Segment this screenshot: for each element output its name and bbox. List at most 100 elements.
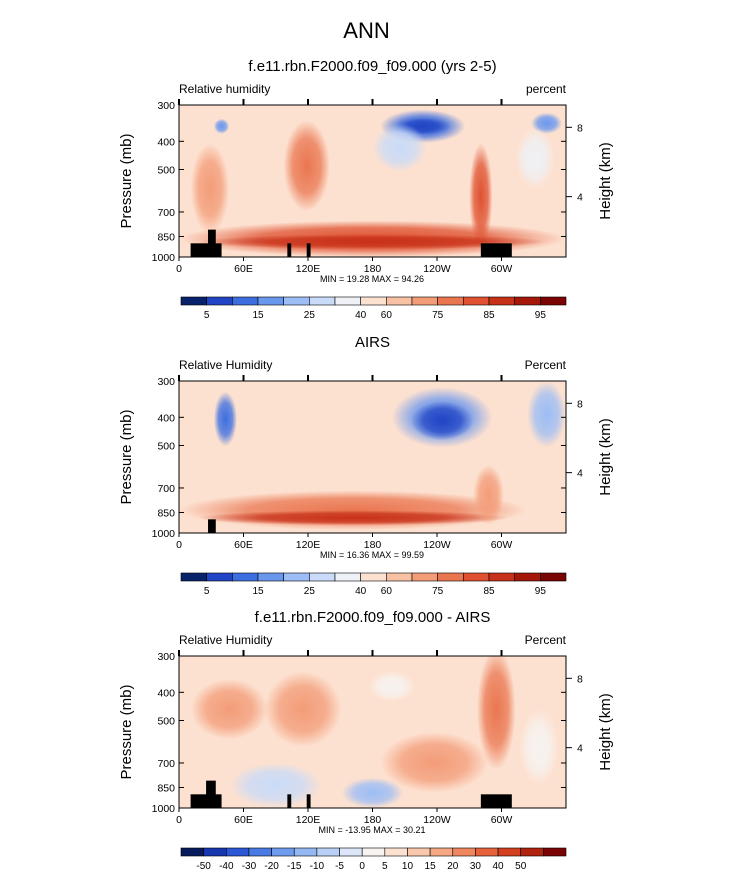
- colorbar-label: 75: [432, 310, 444, 321]
- heatmap-feature: [229, 762, 323, 808]
- y2-axis-label: Height (km): [597, 418, 614, 496]
- colorbar-segment: [293, 847, 318, 857]
- x-tick-label: 120E: [296, 539, 321, 551]
- colorbar-segment: [309, 296, 336, 306]
- heatmap-feature: [198, 510, 508, 526]
- colorbar-segment: [429, 847, 454, 857]
- colorbar-segment: [334, 296, 361, 306]
- heatmap-feature: [341, 777, 404, 808]
- topography-mask: [480, 243, 512, 257]
- units-label: Percent: [525, 358, 567, 372]
- heatmap-feature: [190, 678, 269, 740]
- colorbar-label: 95: [535, 586, 547, 597]
- colorbar-segment: [407, 847, 431, 857]
- heatmap-feature: [515, 127, 555, 189]
- y2-tick-label: 4: [577, 468, 583, 480]
- topography-mask: [306, 243, 311, 257]
- y-tick-label: 850: [157, 231, 175, 243]
- colorbar-segment: [180, 296, 207, 306]
- colorbar-label: -15: [287, 861, 302, 872]
- y2-tick-label: 4: [577, 743, 583, 755]
- heatmap-feature: [283, 120, 330, 212]
- topography-mask: [287, 794, 292, 808]
- colorbar-segment: [339, 847, 363, 857]
- colorbar-segment: [334, 572, 361, 582]
- colorbar-label: 25: [304, 586, 316, 597]
- y-tick-label: 300: [157, 376, 175, 388]
- heatmap-feature: [527, 381, 566, 448]
- colorbar-segment: [437, 296, 464, 306]
- heatmap-feature: [411, 400, 474, 441]
- y-tick-label: 1000: [152, 803, 176, 815]
- x-tick-label: 60E: [234, 539, 253, 551]
- y-tick-label: 500: [157, 164, 175, 176]
- colorbar-segment: [232, 572, 259, 582]
- colorbar-label: 75: [432, 586, 444, 597]
- x-tick-label: 60W: [491, 539, 513, 551]
- y-tick-label: 300: [157, 651, 175, 663]
- colorbar-label: 15: [252, 310, 264, 321]
- colorbar-label: -10: [310, 861, 325, 872]
- colorbar-segment: [271, 847, 295, 857]
- colorbar-segment: [360, 572, 387, 582]
- colorbar-segment: [360, 296, 387, 306]
- x-tick-label: 60W: [491, 263, 513, 275]
- colorbar-segment: [514, 572, 541, 582]
- colorbar-segment: [316, 847, 340, 857]
- y2-axis-label: Height (km): [597, 142, 614, 220]
- colorbar-label: 10: [402, 861, 414, 872]
- colorbar-label: 5: [204, 310, 210, 321]
- heatmap-feature: [213, 118, 230, 134]
- y2-tick-label: 8: [577, 398, 583, 410]
- y2-tick-label: 8: [577, 122, 583, 134]
- colorbar-label: -30: [242, 861, 257, 872]
- y-tick-label: 700: [157, 758, 175, 770]
- heatmap-field: [179, 656, 566, 808]
- y-axis-label: Pressure (mb): [118, 409, 135, 504]
- colorbar-label: 60: [381, 586, 393, 597]
- colorbar-segment: [540, 572, 567, 582]
- colorbar-label: -50: [196, 861, 211, 872]
- field-label: Relative humidity: [179, 82, 270, 96]
- min-max-stats: MIN = 16.36 MAX = 99.59: [320, 550, 424, 560]
- heatmap-feature: [368, 671, 416, 702]
- colorbar-segment: [463, 296, 490, 306]
- heatmap-feature: [190, 143, 230, 235]
- colorbar-segment: [488, 572, 515, 582]
- colorbar-segment: [180, 847, 204, 857]
- colorbar-label: 30: [470, 861, 482, 872]
- panel-3: f.e11.rbn.F2000.f09_f09.000 - AIRS Relati…: [118, 609, 614, 872]
- colorbar-segment: [232, 296, 259, 306]
- y-tick-label: 1000: [152, 528, 176, 540]
- colorbar-segment: [543, 847, 567, 857]
- colorbar-label: -5: [335, 861, 344, 872]
- colorbar-segment: [411, 296, 438, 306]
- field-label: Relative Humidity: [179, 633, 272, 647]
- colorbar-label: 50: [515, 861, 527, 872]
- topography-mask: [208, 229, 216, 257]
- heatmap-field: [179, 105, 566, 257]
- page-title: ANN: [343, 18, 390, 43]
- x-tick-label: 120E: [296, 263, 321, 275]
- x-tick-label: 60E: [234, 263, 253, 275]
- heatmap-feature: [198, 234, 547, 250]
- colorbar-label: -20: [264, 861, 279, 872]
- colorbar-segment: [257, 296, 284, 306]
- colorbar-segment: [248, 847, 272, 857]
- colorbar-label: 40: [355, 310, 367, 321]
- x-tick-label: 60E: [234, 814, 253, 826]
- y-tick-label: 700: [157, 207, 175, 219]
- colorbar-segment: [257, 572, 284, 582]
- colorbar-label: 5: [382, 861, 388, 872]
- x-tick-label: 180: [364, 814, 382, 826]
- panel-title: f.e11.rbn.F2000.f09_f09.000 (yrs 2-5): [248, 58, 496, 75]
- heatmap-feature: [469, 143, 493, 250]
- colorbar-segment: [520, 847, 544, 857]
- colorbar-segment: [411, 572, 438, 582]
- topography-mask: [208, 519, 216, 533]
- y-tick-label: 1000: [152, 252, 176, 264]
- colorbar-segment: [180, 572, 207, 582]
- colorbar-label: 85: [483, 310, 495, 321]
